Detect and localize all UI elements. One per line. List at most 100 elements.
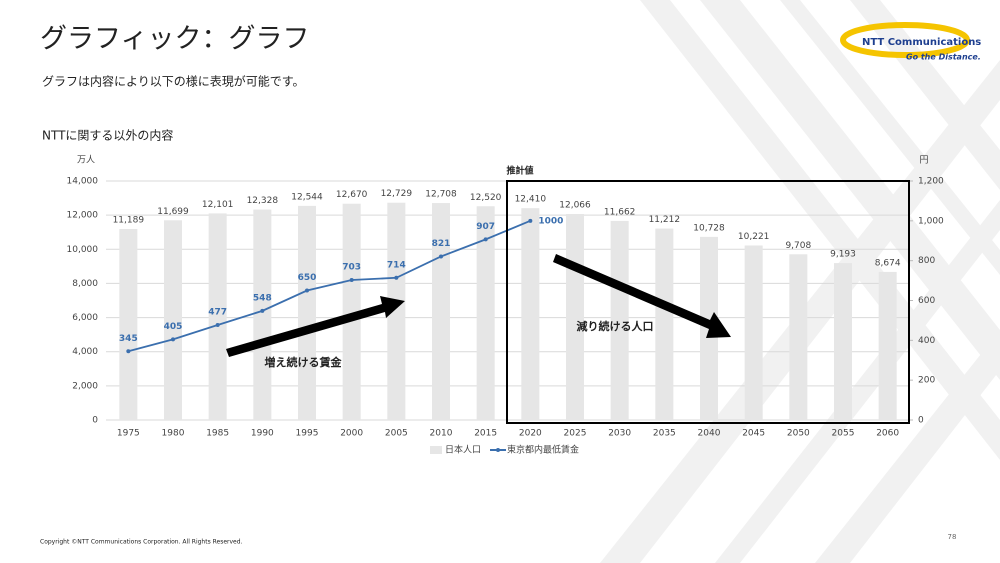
y-tick-label: 2,000: [72, 381, 98, 391]
y-tick-label: 4,000: [72, 347, 98, 357]
page-number: 78: [948, 533, 957, 541]
legend-swatch: [496, 448, 501, 452]
bar: [432, 203, 450, 420]
y2-axis-unit: 円: [919, 155, 928, 166]
bar-value-label: 8,674: [875, 258, 901, 268]
y2-tick-label: 0: [918, 416, 924, 426]
x-tick-label: 2005: [385, 429, 408, 439]
line-value-label: 477: [208, 307, 227, 317]
line-point: [215, 322, 220, 327]
y-tick-label: 8,000: [72, 279, 98, 289]
wage-annotation: 増え続ける賃金: [265, 355, 343, 369]
bar-value-label: 11,212: [649, 215, 681, 225]
bar-value-label: 12,066: [559, 201, 591, 211]
bar-value-label: 12,520: [470, 193, 502, 203]
line-point: [305, 288, 309, 293]
x-tick-label: 2010: [430, 429, 453, 439]
y2-tick-label: 400: [918, 336, 935, 346]
bar-value-label: 12,708: [425, 190, 457, 200]
bar-value-label: 11,699: [157, 207, 189, 217]
bar-value-label: 9,708: [785, 241, 811, 251]
bar: [655, 228, 674, 420]
y2-tick-label: 1,000: [918, 216, 944, 226]
line-point: [171, 337, 175, 342]
bar: [566, 214, 584, 420]
x-tick-label: 2035: [653, 429, 676, 439]
bar: [298, 205, 316, 420]
forecast-box: [506, 180, 910, 424]
bar-value-label: 11,189: [113, 215, 145, 225]
line-value-label: 1000: [538, 216, 563, 226]
bar: [208, 213, 227, 420]
population-annotation: 減り続ける人口: [577, 319, 654, 333]
bar: [387, 202, 406, 420]
bar: [476, 206, 495, 420]
x-tick-label: 2025: [564, 429, 587, 439]
x-tick-label: 2015: [474, 429, 497, 439]
logo-brand: NTT Communications: [862, 37, 981, 48]
bar-value-label: 12,410: [515, 195, 547, 205]
line-value-label: 907: [476, 222, 495, 232]
bar-value-label: 12,670: [336, 190, 368, 200]
line-value-label: 714: [387, 260, 406, 270]
line-point: [349, 277, 354, 282]
y2-tick-label: 800: [918, 256, 935, 266]
forecast-label: 推計値: [506, 165, 533, 177]
x-tick-label: 2030: [608, 429, 631, 439]
y-tick-label: 14,000: [67, 177, 99, 187]
bar-value-label: 10,221: [738, 232, 770, 242]
line-point: [528, 218, 533, 223]
bar-value-label: 12,328: [247, 196, 279, 206]
line-point: [260, 308, 265, 313]
bar: [253, 209, 272, 420]
x-tick-label: 2060: [876, 429, 899, 439]
bar-value-label: 12,101: [202, 200, 234, 210]
logo-tagline: Go the Distance.: [906, 53, 981, 62]
x-tick-label: 2055: [832, 429, 855, 439]
bar-value-label: 9,193: [830, 250, 856, 260]
x-tick-label: 1995: [296, 429, 319, 439]
bar-value-label: 11,662: [604, 207, 636, 217]
y2-tick-label: 1,200: [918, 177, 944, 187]
legend-swatch: [430, 446, 442, 454]
population-arrow: [553, 254, 731, 338]
line-point: [483, 237, 488, 242]
x-tick-label: 2020: [519, 429, 542, 439]
line-point: [439, 254, 443, 259]
x-tick-label: 2050: [787, 429, 810, 439]
line-value-label: 548: [253, 293, 272, 303]
bar: [119, 228, 138, 420]
x-tick-label: 2040: [698, 429, 721, 439]
x-tick-label: 1985: [206, 429, 229, 439]
line: [128, 220, 531, 353]
bar-value-label: 12,729: [381, 189, 413, 199]
x-tick-label: 1980: [162, 429, 185, 439]
line-value-label: 405: [164, 322, 183, 332]
bar: [834, 263, 852, 420]
y-axis-unit: 万人: [77, 155, 95, 166]
x-tick-label: 1975: [117, 429, 140, 439]
bar: [342, 203, 361, 420]
x-tick-label: 2000: [340, 429, 363, 439]
legend-label: 日本人口: [445, 444, 481, 456]
x-tick-label: 2045: [742, 429, 765, 439]
line-value-label: 703: [342, 262, 361, 272]
line-value-label: 650: [298, 273, 317, 283]
wage-arrow: [226, 296, 405, 357]
logo: NTT Communications Go the Distance.: [840, 22, 981, 62]
line-value-label: 821: [432, 239, 451, 249]
slide-title: グラフィック：グラフ: [40, 24, 309, 55]
slide-subtitle: グラフは内容により以下の様に表現が可能です。: [42, 74, 305, 89]
legend-label: 東京都内最低賃金: [507, 444, 579, 456]
bar-value-label: 10,728: [693, 223, 725, 233]
bar: [789, 254, 808, 420]
y-tick-label: 0: [92, 416, 98, 426]
y-tick-label: 6,000: [72, 313, 98, 323]
bar: [164, 220, 182, 420]
bar: [521, 208, 540, 420]
line-point: [394, 275, 399, 280]
bar: [610, 220, 629, 420]
y2-tick-label: 600: [918, 296, 935, 306]
x-tick-label: 1990: [251, 429, 274, 439]
